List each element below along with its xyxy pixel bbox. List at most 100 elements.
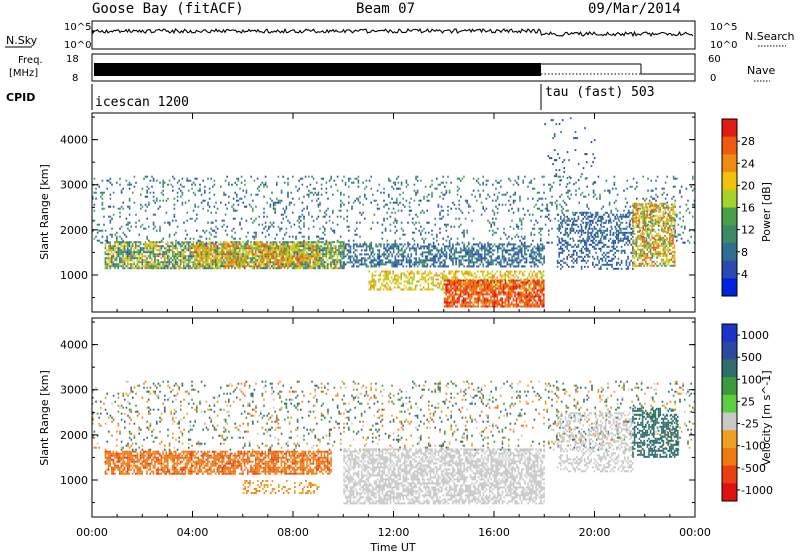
- heatmap-cell: [208, 187, 211, 190]
- heatmap-cell: [307, 247, 310, 250]
- heatmap-cell: [160, 261, 163, 264]
- heatmap-cell: [116, 237, 118, 240]
- heatmap-cell: [236, 183, 238, 186]
- heatmap-cell: [655, 199, 657, 202]
- heatmap-cell: [413, 274, 415, 277]
- heatmap-cell: [194, 193, 196, 196]
- heatmap-cell: [196, 241, 198, 244]
- heatmap-cell: [307, 265, 310, 268]
- heatmap-cell: [559, 183, 561, 186]
- heatmap-cell: [175, 267, 177, 270]
- heatmap-cell: [221, 243, 223, 246]
- heatmap-cell: [208, 205, 211, 208]
- heatmap-cell: [301, 235, 304, 238]
- heatmap-cell: [634, 187, 636, 190]
- heatmap-cell: [429, 270, 431, 273]
- heatmap-cell: [397, 251, 400, 254]
- heatmap-cell: [434, 187, 436, 190]
- heatmap-cell: [269, 257, 271, 260]
- heatmap-cell: [261, 259, 263, 262]
- heatmap-cell: [364, 243, 366, 246]
- heatmap-cell: [468, 265, 470, 268]
- heatmap-cell: [251, 247, 254, 250]
- heatmap-cell: [248, 251, 251, 254]
- heatmap-cell: [480, 213, 483, 216]
- heatmap-cell: [384, 276, 386, 279]
- heatmap-cell: [235, 255, 238, 258]
- heatmap-cell: [383, 205, 385, 208]
- heatmap-cell: [186, 211, 188, 214]
- heatmap-cell: [375, 263, 377, 266]
- heatmap-cell: [215, 265, 217, 268]
- heatmap-cell: [394, 201, 396, 204]
- heatmap-cell: [650, 179, 652, 182]
- heatmap-cell: [546, 241, 548, 244]
- heatmap-cell: [477, 189, 480, 192]
- heatmap-cell: [317, 245, 319, 248]
- heatmap-cell: [648, 199, 651, 202]
- heatmap-cell: [295, 185, 297, 188]
- freq-unit-label: [MHz]: [9, 68, 38, 79]
- heatmap-cell: [386, 211, 388, 214]
- heatmap-cell: [536, 247, 539, 250]
- heatmap-cell: [383, 245, 385, 248]
- heatmap-cell: [416, 175, 419, 178]
- heatmap-cell: [264, 225, 267, 228]
- heatmap-cell: [378, 257, 381, 260]
- heatmap-cell: [340, 209, 342, 212]
- heatmap-cell: [637, 219, 640, 222]
- heatmap-cell: [104, 259, 107, 262]
- heatmap-cell: [362, 245, 365, 248]
- heatmap-cell: [144, 243, 147, 246]
- heatmap-cell: [420, 233, 422, 236]
- heatmap-cell: [109, 205, 112, 208]
- heatmap-cell: [375, 199, 377, 202]
- heatmap-cell: [359, 235, 361, 238]
- heatmap-cell: [541, 245, 544, 248]
- heatmap-cell: [247, 265, 249, 268]
- heatmap-cell: [437, 243, 440, 246]
- heatmap-cell: [487, 251, 489, 254]
- heatmap-cell: [208, 243, 211, 246]
- heatmap-cell: [378, 253, 381, 256]
- heatmap-cell: [181, 177, 184, 180]
- heatmap-cell: [440, 191, 443, 194]
- heatmap-cell: [271, 191, 273, 194]
- heatmap-cell: [162, 265, 164, 268]
- heatmap-cell: [373, 253, 376, 256]
- heatmap-cell: [384, 278, 386, 281]
- heatmap-cell: [216, 257, 219, 260]
- heatmap-cell: [301, 213, 304, 216]
- heatmap-cell: [458, 251, 461, 254]
- heatmap-cell: [359, 201, 361, 204]
- heatmap-cell: [423, 259, 425, 262]
- heatmap-cell: [364, 257, 366, 260]
- heatmap-cell: [479, 253, 481, 256]
- heatmap-cell: [146, 267, 148, 270]
- heatmap-cell: [666, 175, 668, 178]
- heatmap-cell: [111, 235, 113, 238]
- heatmap-cell: [308, 195, 310, 198]
- heatmap-cell: [107, 265, 110, 268]
- heatmap-cell: [204, 185, 206, 188]
- heatmap-cell: [286, 257, 289, 260]
- heatmap-cell: [292, 175, 294, 178]
- heatmap-cell: [490, 225, 492, 228]
- heatmap-cell: [442, 284, 444, 287]
- heatmap-cell: [428, 231, 430, 234]
- heatmap-cell: [215, 201, 217, 204]
- heatmap-cell: [546, 207, 548, 210]
- heatmap-cell: [444, 253, 446, 256]
- heatmap-cell: [152, 267, 155, 270]
- heatmap-cell: [267, 263, 270, 266]
- heatmap-cell: [155, 255, 158, 258]
- heatmap-cell: [442, 215, 444, 218]
- heatmap-cell: [620, 221, 622, 224]
- heatmap-cell: [396, 199, 398, 202]
- heatmap-cell: [508, 243, 510, 246]
- heatmap-cell: [235, 249, 238, 252]
- heatmap-cell: [339, 243, 342, 246]
- heatmap-cell: [328, 179, 331, 182]
- heatmap-cell: [373, 286, 375, 289]
- heatmap-cell: [408, 209, 411, 212]
